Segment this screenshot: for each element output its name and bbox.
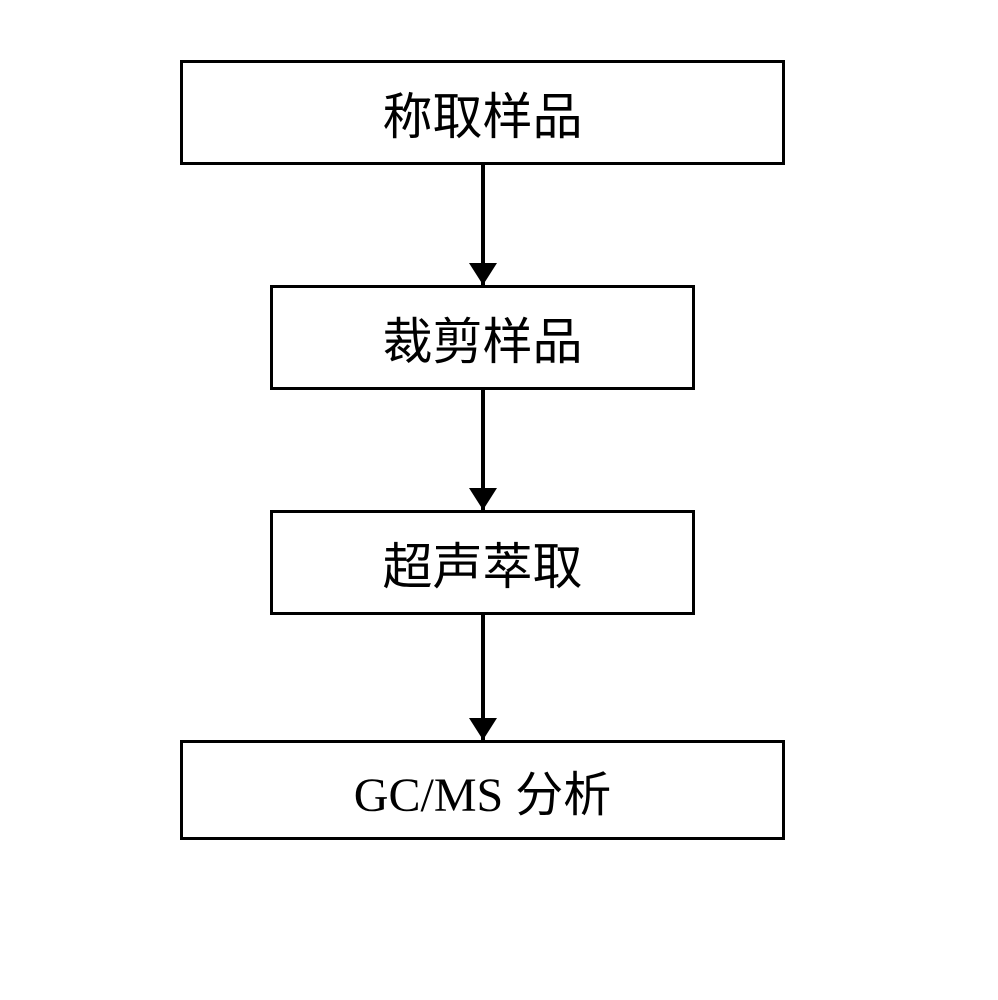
step-label-1: 称取样品: [383, 77, 583, 149]
step-label-3: 超声萃取: [383, 527, 583, 599]
step-box-4: GC/MS 分析: [180, 740, 785, 840]
step-box-2: 裁剪样品: [270, 285, 695, 390]
step-box-1: 称取样品: [180, 60, 785, 165]
arrow-2: [180, 390, 785, 510]
step-label-4: GC/MS 分析: [354, 755, 611, 825]
step-box-3: 超声萃取: [270, 510, 695, 615]
step-label-2: 裁剪样品: [383, 302, 583, 374]
flowchart-container: 称取样品 裁剪样品 超声萃取 GC/MS 分析: [180, 60, 785, 840]
arrow-3: [180, 615, 785, 740]
arrow-1: [180, 165, 785, 285]
